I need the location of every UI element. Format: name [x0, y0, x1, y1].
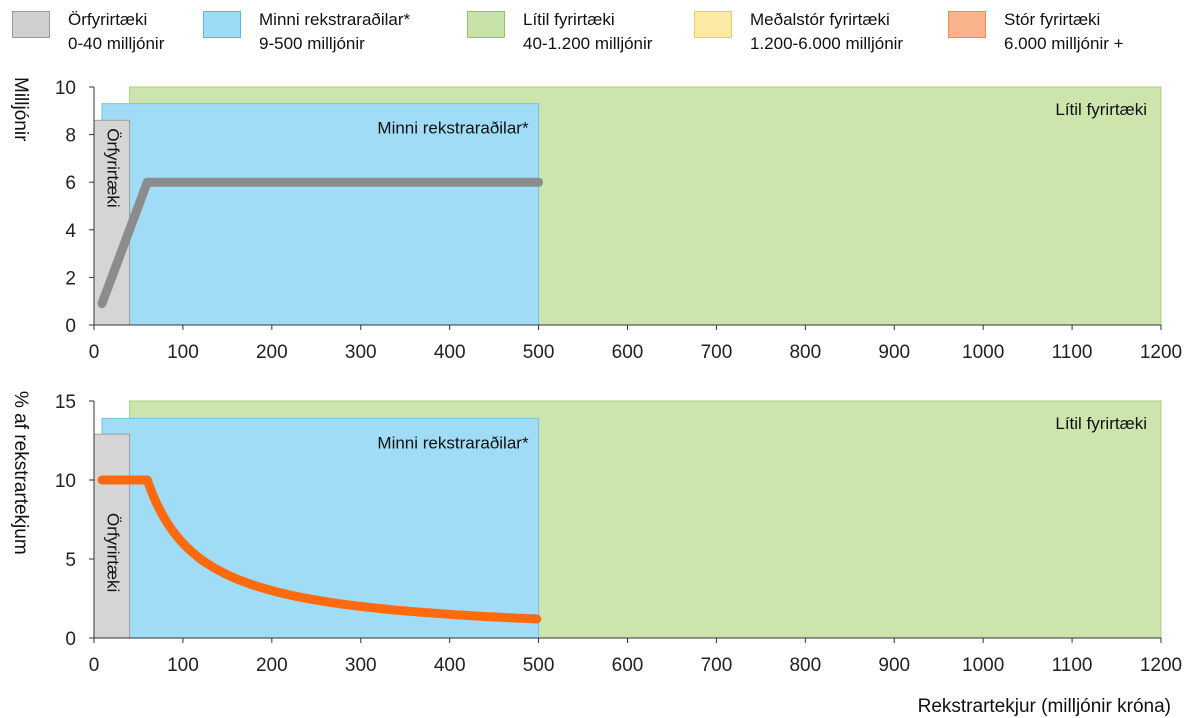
chart1-y-tick-label: 4: [65, 221, 76, 242]
chart1-x-tick-label: 500: [523, 342, 555, 363]
chart1-x-tick-label: 700: [701, 342, 733, 363]
legend-swatch-orfyrirtaeki: [12, 11, 50, 38]
legend-range-orfyrirtaeki: 0-40 milljónir: [68, 34, 165, 53]
legend-swatch-minni: [203, 11, 241, 38]
chart2-x-tick-label: 600: [612, 655, 644, 676]
chart1-x-tick-label: 0: [89, 342, 100, 363]
chart2-x-tick-label: 1100: [1052, 655, 1093, 676]
chart2-y-tick-label: 10: [55, 471, 76, 492]
chart2-x-tick-label: 700: [701, 655, 733, 676]
chart1-x-tick-label: 100: [167, 342, 199, 363]
legend: Örfyrirtæki 0-40 milljónir Minni rekstrar…: [0, 6, 1189, 66]
chart2-x-tick-label: 1200: [1140, 655, 1182, 676]
legend-label-orfyrirtaeki: Örfyrirtæki: [68, 10, 148, 29]
chart1-x-tick-label: 800: [789, 342, 821, 363]
chart1-x-tick-label: 1200: [1140, 342, 1182, 363]
chart2-series-line: [97, 475, 542, 624]
legend-swatch-stor: [948, 11, 986, 38]
chart2-zone-label-orfyrirtaeki: Örfyrirtæki: [103, 513, 122, 592]
chart2-x-tick-label: 500: [523, 655, 555, 676]
chart2-zone-label-litil: Lítil fyrirtæki: [1055, 414, 1147, 433]
chart1-x-tick-label: 600: [612, 342, 644, 363]
chart2-zone-label-minni: Minni rekstraraðilar*: [377, 433, 529, 452]
chart1-y-tick-label: 10: [55, 78, 76, 99]
chart1-zone-label-minni: Minni rekstraraðilar*: [377, 119, 529, 138]
chart1-x-tick-label: 200: [256, 342, 288, 363]
chart1-zone-label-orfyrirtaeki: Örfyrirtæki: [103, 128, 122, 207]
legend-label-litil: Lítil fyrirtæki: [523, 10, 615, 29]
legend-label-minni: Minni rekstraraðilar*: [259, 10, 411, 29]
chart2-x-tick-label: 200: [256, 655, 288, 676]
chart2-zone-orfyrirtaeki: [93, 433, 131, 639]
chart1-x-tick-label: 1000: [962, 342, 1004, 363]
chart1-series-line: [97, 177, 544, 309]
chart1-x-tick-label: 1100: [1052, 342, 1093, 363]
chart2-x-tick-label: 100: [167, 655, 199, 676]
chart2-x-tick-label: 0: [89, 655, 100, 676]
legend-range-minni: 9-500 milljónir: [259, 34, 365, 53]
chart1-y-tick-label: 6: [65, 173, 76, 194]
chart2-x-tick-label: 900: [878, 655, 910, 676]
legend-swatch-litil: [467, 11, 505, 38]
legend-range-medalstor: 1.200-6.000 milljónir: [750, 34, 904, 53]
chart2-x-axis-label: Rekstrartekjur (milljónir króna): [918, 696, 1171, 717]
chart2-x-tick-label: 1000: [962, 655, 1004, 676]
chart2-y-tick-label: 5: [65, 550, 76, 571]
chart1-x-tick-label: 400: [434, 342, 466, 363]
chart2-x-tick-label: 400: [434, 655, 466, 676]
legend-swatch-medalstor: [694, 11, 732, 38]
legend-range-stor: 6.000 milljónir +: [1004, 34, 1124, 53]
legend-label-stor: Stór fyrirtæki: [1004, 10, 1101, 29]
chart2-y-tick-label: 0: [65, 629, 76, 650]
chart2-y-tick-label: 15: [55, 392, 76, 413]
chart1-y-tick-label: 8: [65, 126, 76, 147]
chart2-x-tick-label: 800: [789, 655, 821, 676]
chart1-x-tick-label: 900: [878, 342, 910, 363]
chart1-y-tick-label: 2: [65, 268, 76, 289]
chart2-x-tick-label: 300: [345, 655, 377, 676]
legend-range-litil: 40-1.200 milljónir: [523, 34, 653, 53]
chart1-y-axis-label: Milljónir: [10, 77, 31, 142]
legend-label-medalstor: Meðalstór fyrirtæki: [750, 10, 890, 29]
chart2-y-axis-label: % af rekstrartekjum: [10, 391, 31, 555]
chart1-zone-label-litil: Lítil fyrirtæki: [1055, 100, 1147, 119]
chart1-x-tick-label: 300: [345, 342, 377, 363]
chart1-y-tick-label: 0: [65, 316, 76, 337]
